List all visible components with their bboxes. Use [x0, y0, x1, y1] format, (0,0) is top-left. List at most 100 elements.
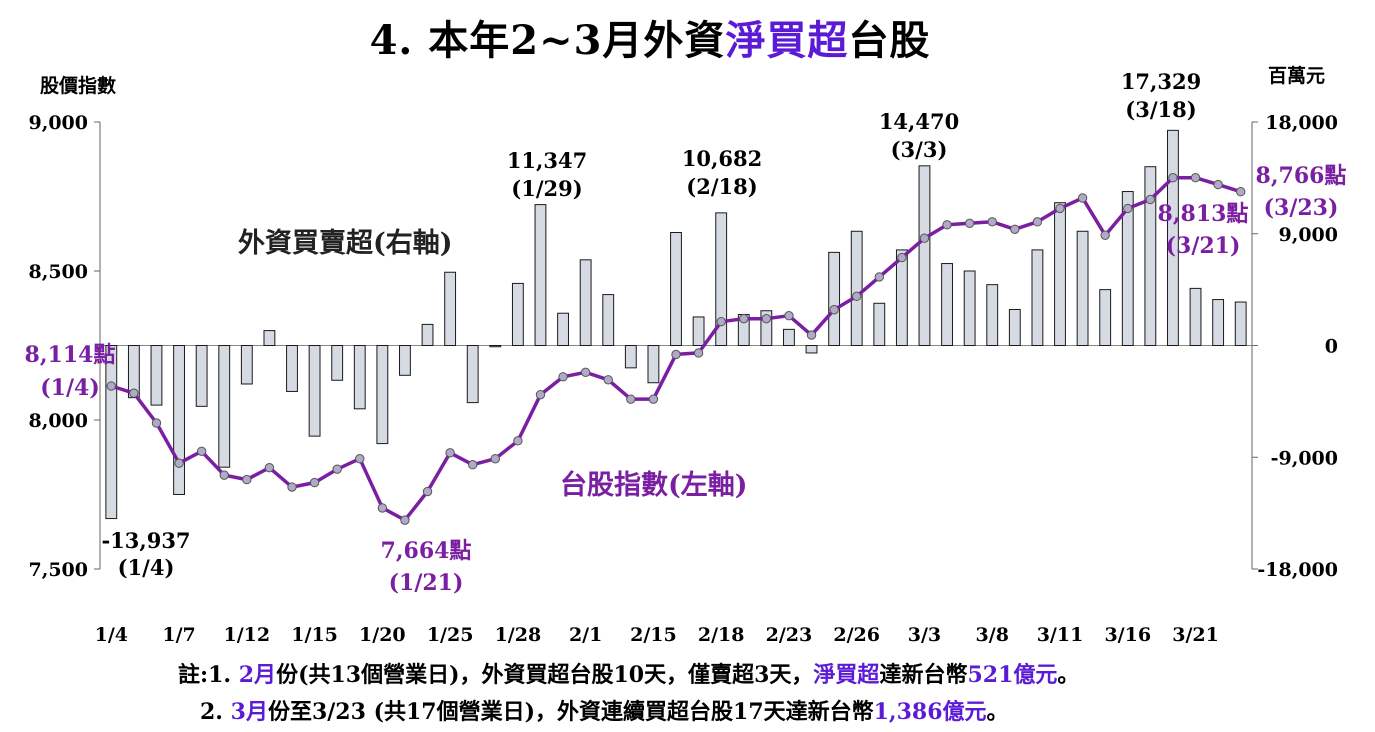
x-tick-label: 1/20: [359, 624, 406, 646]
line-point: [332, 464, 342, 474]
line-point: [1123, 203, 1133, 214]
line-point: [897, 252, 907, 263]
line-point: [219, 470, 229, 480]
bar: [534, 204, 547, 346]
x-tick-label: 1/25: [427, 624, 474, 646]
bar: [670, 232, 682, 346]
bar-annotation-value: -13,937: [101, 528, 190, 553]
left-axis-label: 股價指數: [40, 74, 116, 97]
line-point: [1168, 173, 1178, 183]
right-tick-label: -9,000: [1271, 447, 1338, 469]
x-tick-label: 1/7: [162, 624, 195, 646]
x-tick-label: 2/18: [698, 624, 745, 646]
chart-title: 4. 本年2~3月外資淨買超台股: [0, 8, 1300, 66]
x-tick-label: 1/12: [224, 624, 271, 646]
bar: [1076, 230, 1089, 346]
note-segment: 份至3/23 (共17個營業日)，外資連續買超台股17天達新台幣: [267, 699, 874, 725]
line-point: [1077, 193, 1088, 203]
line-point: [987, 217, 997, 227]
line-point: [196, 446, 207, 456]
bar: [783, 328, 795, 347]
bar-annotation-date: (1/29): [511, 176, 582, 201]
line-annotation-value: 7,664點: [381, 538, 472, 564]
line-point: [174, 458, 184, 468]
line-annotation-value: 8,813點: [1158, 201, 1249, 227]
line-point: [1190, 173, 1201, 183]
bar: [218, 345, 231, 468]
line-point: [468, 460, 478, 470]
bar: [1054, 202, 1066, 346]
line-point: [1032, 217, 1043, 227]
line-point: [761, 313, 772, 324]
line-point: [377, 503, 388, 513]
line-point: [264, 462, 275, 473]
bar: [444, 271, 457, 346]
line-annotation-date: (3/23): [1264, 195, 1339, 221]
right-tick-label: 9,000: [1279, 224, 1339, 246]
bar: [1144, 166, 1157, 346]
line-point: [964, 218, 975, 229]
line-point: [603, 375, 613, 385]
right-tick-label: -18,000: [1257, 559, 1338, 581]
bar: [1008, 308, 1021, 347]
line-annotation-date: (3/21): [1166, 233, 1241, 259]
line-point: [648, 394, 659, 404]
left-tick-label: 7,500: [29, 559, 89, 581]
bar: [963, 270, 976, 346]
line-series-label: 台股指數(左軸): [560, 469, 748, 501]
bar: [399, 345, 411, 376]
bar: [579, 259, 592, 347]
line-annotation-date: (1/4): [40, 375, 99, 401]
bar: [873, 302, 886, 346]
line-point: [1145, 194, 1156, 205]
bar: [692, 316, 705, 347]
bar-annotation-date: (1/4): [118, 555, 175, 580]
bar: [1121, 191, 1134, 346]
x-tick-label: 3/21: [1172, 624, 1219, 646]
bar: [376, 345, 389, 445]
note-segment: 。: [1057, 662, 1080, 688]
x-tick-label: 1/28: [495, 624, 542, 646]
bar: [941, 263, 953, 346]
title-prefix: 4. 本年2~3月外資: [369, 17, 726, 64]
bar: [195, 345, 208, 407]
x-tick-label: 2/1: [569, 624, 602, 646]
note-segment: 淨買超: [813, 662, 880, 688]
bar: [331, 345, 344, 381]
line-point: [106, 381, 116, 391]
note-segment: 註:1.: [178, 662, 239, 688]
bar: [828, 251, 841, 346]
note-segment: 2月: [238, 662, 277, 688]
line-point: [784, 311, 794, 321]
combo-chart: 7,500 8,000 8,500 9,000 -18,000 -9,000 0 9,000 1…: [25, 65, 1347, 646]
bar: [466, 345, 479, 404]
bar-annotation-value: 17,329: [1121, 69, 1201, 94]
line-point: [129, 388, 139, 398]
line-annotation-value: 8,766點: [1256, 163, 1347, 189]
line-point: [355, 454, 365, 464]
bar-annotation-date: (3/18): [1125, 97, 1196, 122]
line-point: [1100, 230, 1110, 240]
x-tick-label: 2/15: [630, 624, 677, 646]
bar: [105, 345, 118, 520]
bar: [263, 330, 276, 347]
line-point: [580, 367, 591, 378]
line-point: [806, 330, 817, 340]
bar: [1099, 289, 1112, 346]
bar: [1212, 299, 1225, 346]
bar: [918, 165, 931, 346]
left-tick-label: 9,000: [29, 112, 89, 134]
note-segment: 。: [986, 699, 1009, 725]
x-tick-label: 3/8: [976, 624, 1009, 646]
bar: [624, 345, 637, 369]
note-segment: 達新台幣: [879, 662, 968, 688]
line-point: [1010, 224, 1020, 234]
bar: [1167, 129, 1179, 346]
bar: [173, 345, 185, 495]
right-axis-label: 百萬元: [1268, 65, 1325, 87]
line-annotation-date: (1/21): [389, 570, 464, 596]
left-tick-label: 8,500: [29, 261, 89, 283]
bar: [489, 345, 502, 348]
bar: [715, 212, 728, 346]
line-point: [1055, 203, 1065, 214]
